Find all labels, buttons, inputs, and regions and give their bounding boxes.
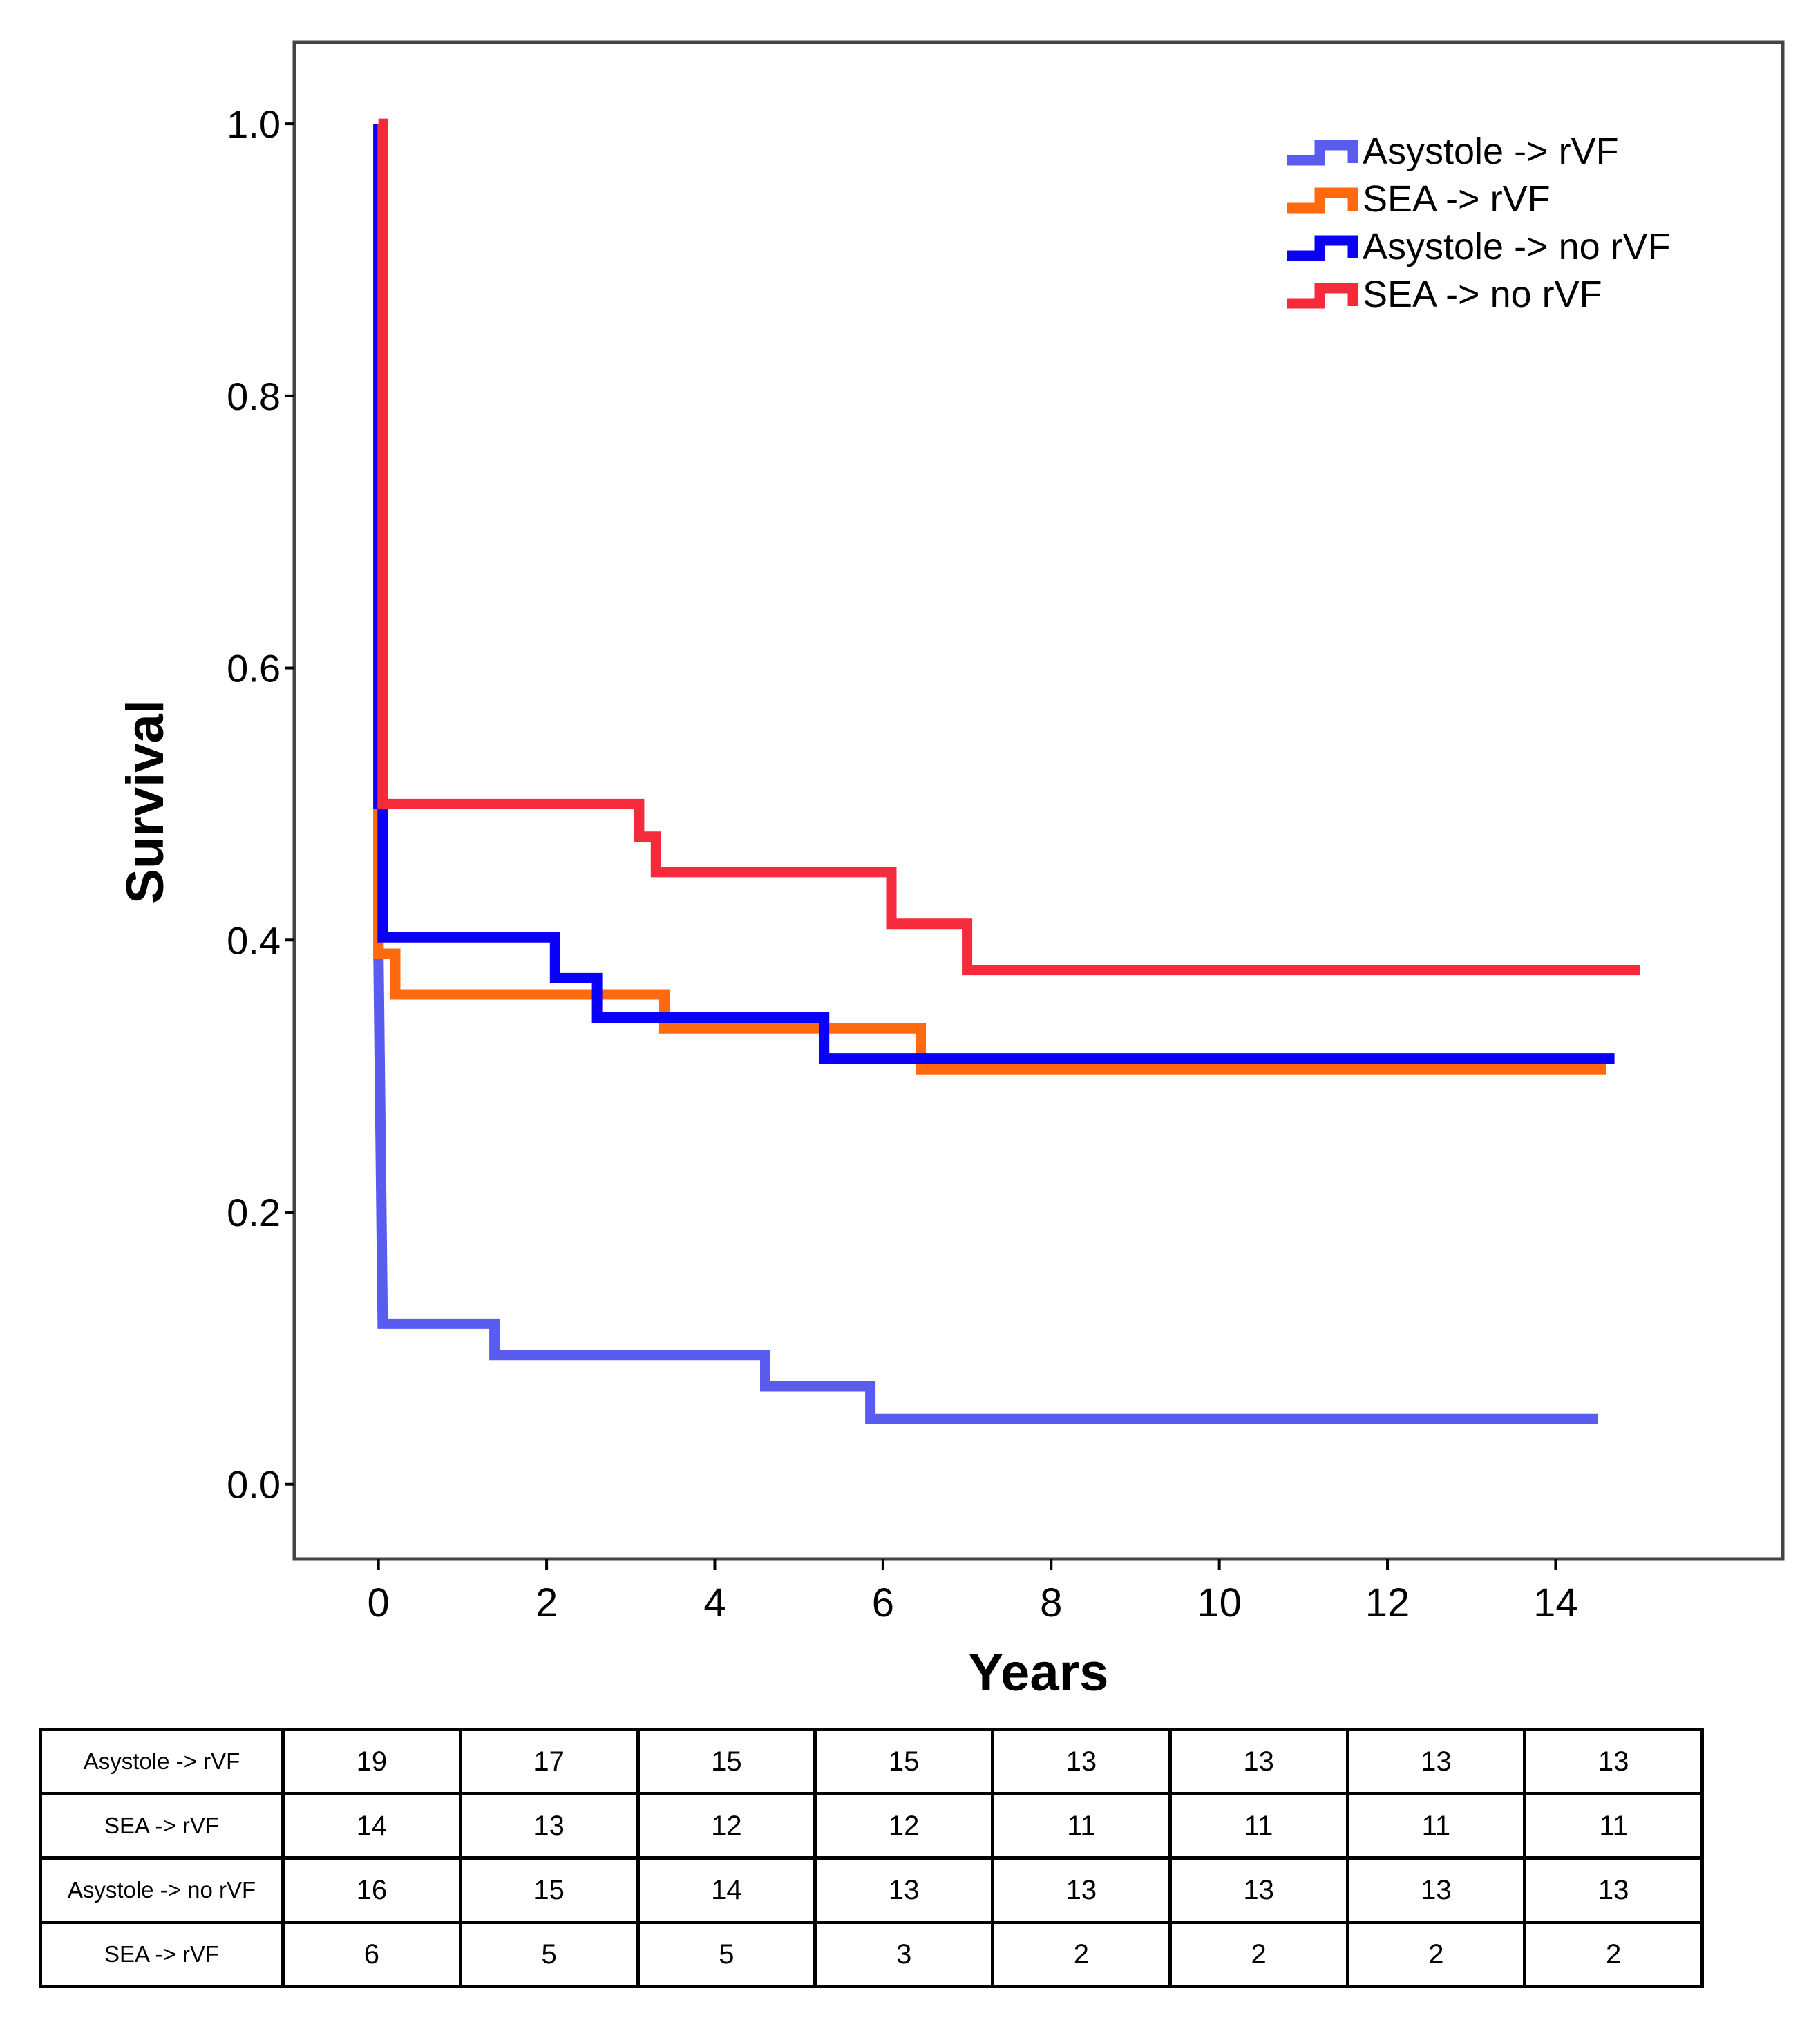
risk-count-cell: 16: [281, 1856, 462, 1924]
survival-chart: 0.0 0.2 0.4 0.6 0.8 1.0 0 2 4 6 8 10 12 14 Asystole …: [116, 40, 1785, 1702]
x-tick-label: 8: [1040, 1581, 1062, 1625]
series-line-4: [377, 118, 1640, 976]
x-tick-label: 0: [368, 1581, 390, 1625]
risk-count-cell: 13: [991, 1728, 1172, 1795]
risk-count-cell: 11: [1345, 1792, 1527, 1860]
x-tick-label: 14: [1533, 1581, 1578, 1625]
series-lines: [373, 118, 1640, 1424]
risk-count-cell: 17: [458, 1728, 640, 1795]
risk-table-row: SEA -> rVF 6 5 5 3 2 2 2 2: [39, 1921, 1704, 1988]
risk-count-cell: 5: [636, 1921, 817, 1988]
risk-count-cell: 2: [1523, 1921, 1704, 1988]
x-tick-label: 12: [1365, 1581, 1410, 1625]
legend: Asystole -> rVF SEA -> rVF Asystole -> no …: [1287, 131, 1671, 315]
legend-label: Asystole -> no rVF: [1363, 226, 1671, 267]
x-tick-label: 2: [535, 1581, 558, 1625]
risk-count-cell: 14: [281, 1792, 462, 1860]
risk-count-cell: 13: [991, 1856, 1172, 1924]
risk-count-cell: 13: [813, 1856, 994, 1924]
risk-count-cell: 13: [1523, 1856, 1704, 1924]
y-tick-label: 0.0: [227, 1463, 281, 1507]
legend-label: SEA -> no rVF: [1363, 274, 1602, 315]
legend-label: SEA -> rVF: [1363, 178, 1551, 220]
risk-count-cell: 2: [1345, 1921, 1527, 1988]
x-tick-label: 10: [1197, 1581, 1242, 1625]
risk-row-label: Asystole -> no rVF: [39, 1856, 285, 1924]
risk-table: Asystole -> rVF 19 17 15 15 13 13 13 13 SEA -> rV…: [39, 1728, 1704, 1988]
risk-count-cell: 13: [1345, 1856, 1527, 1924]
legend-swatch: [1287, 283, 1358, 309]
risk-count-cell: 19: [281, 1728, 462, 1795]
x-tick-label: 6: [872, 1581, 894, 1625]
risk-count-cell: 2: [991, 1921, 1172, 1988]
risk-count-cell: 13: [458, 1792, 640, 1860]
risk-count-cell: 3: [813, 1921, 994, 1988]
y-tick-label: 0.2: [227, 1191, 281, 1234]
risk-count-cell: 6: [281, 1921, 462, 1988]
risk-count-cell: 13: [1168, 1856, 1349, 1924]
risk-count-cell: 5: [458, 1921, 640, 1988]
y-axis-title: Survival: [116, 699, 175, 904]
risk-count-cell: 11: [991, 1792, 1172, 1860]
risk-row-label: SEA -> rVF: [39, 1792, 285, 1860]
risk-table-row: SEA -> rVF 14 13 12 12 11 11 11 11: [39, 1792, 1704, 1860]
x-tick-label: 4: [703, 1581, 726, 1625]
risk-count-cell: 15: [458, 1856, 640, 1924]
y-tick-label: 0.6: [227, 647, 281, 690]
risk-count-cell: 11: [1523, 1792, 1704, 1860]
y-tick-label: 1.0: [227, 102, 281, 146]
risk-count-cell: 13: [1168, 1728, 1349, 1795]
risk-count-cell: 2: [1168, 1921, 1349, 1988]
y-tick-label: 0.8: [227, 375, 281, 418]
y-axis-ticks: 0.0 0.2 0.4 0.6 0.8 1.0: [227, 102, 294, 1507]
risk-count-cell: 15: [813, 1728, 994, 1795]
legend-swatch: [1287, 187, 1358, 214]
risk-count-cell: 11: [1168, 1792, 1349, 1860]
risk-count-cell: 13: [1345, 1728, 1527, 1795]
risk-count-cell: 12: [636, 1792, 817, 1860]
legend-swatch: [1287, 235, 1358, 261]
risk-row-label: SEA -> rVF: [39, 1921, 285, 1988]
risk-count-cell: 12: [813, 1792, 994, 1860]
legend-swatch: [1287, 140, 1358, 166]
risk-count-cell: 13: [1523, 1728, 1704, 1795]
x-axis-title: Years: [969, 1643, 1109, 1702]
series-line-1: [373, 124, 1598, 1424]
risk-count-cell: 14: [636, 1856, 817, 1924]
legend-label: Asystole -> rVF: [1363, 131, 1619, 172]
risk-count-cell: 15: [636, 1728, 817, 1795]
risk-table-row: Asystole -> rVF 19 17 15 15 13 13 13 13: [39, 1728, 1704, 1795]
risk-table-row: Asystole -> no rVF 16 15 14 13 13 13 13 13: [39, 1856, 1704, 1924]
y-tick-label: 0.4: [227, 918, 281, 962]
risk-row-label: Asystole -> rVF: [39, 1728, 285, 1795]
x-axis-ticks: 0 2 4 6 8 10 12 14: [368, 1559, 1578, 1625]
